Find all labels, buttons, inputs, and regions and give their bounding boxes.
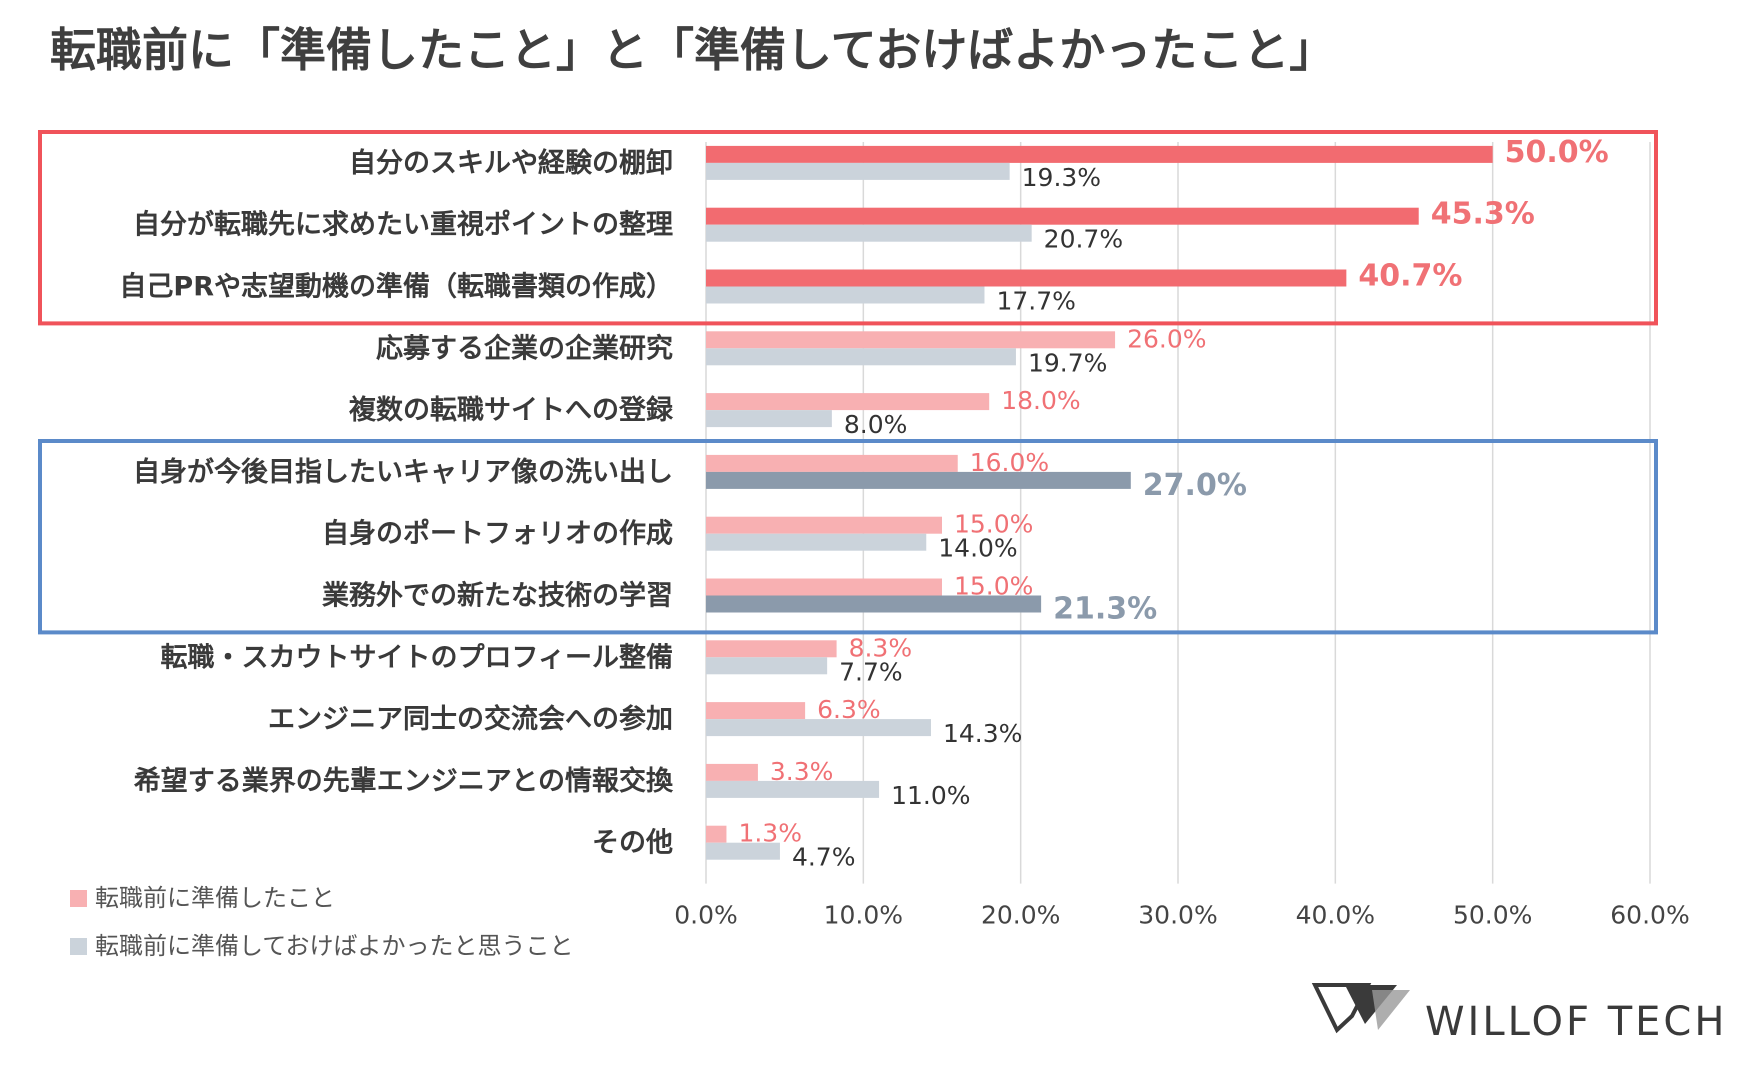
data-label-wished: 27.0% <box>1143 468 1247 503</box>
legend-label: 転職前に準備したこと <box>95 884 335 912</box>
category-label: 転職・スカウトサイトのプロフィール整備 <box>161 641 673 673</box>
bar-prepared <box>706 269 1347 287</box>
category-label: 自身のポートフォリオの作成 <box>322 518 673 550</box>
legend-swatch <box>70 890 87 907</box>
data-label-wished: 8.0% <box>844 410 908 439</box>
bar-wished <box>706 719 931 737</box>
bar-prepared <box>706 207 1419 225</box>
data-label-prepared: 40.7% <box>1358 259 1462 294</box>
data-label-wished: 7.7% <box>839 657 903 686</box>
data-label-wished: 19.7% <box>1028 348 1107 377</box>
x-tick-label: 50.0% <box>1453 901 1532 930</box>
bar-wished <box>706 410 832 428</box>
category-label: 複数の転職サイトへの登録 <box>349 394 674 426</box>
bar-prepared <box>706 393 990 411</box>
bar-wished <box>706 533 927 551</box>
category-label: 自身が今後目指したいキャリア像の洗い出し <box>133 456 673 488</box>
bar-prepared <box>706 578 942 596</box>
bar-wished <box>706 224 1032 242</box>
data-label-prepared: 15.0% <box>954 510 1033 539</box>
chart-title: 転職前に「準備したこと」と「準備しておけばよかったこと」 <box>50 23 1335 77</box>
blue-group-frame <box>38 439 1658 635</box>
data-label-prepared: 45.3% <box>1431 197 1535 232</box>
bars: 50.0% 19.3% 45.3% 20.7% 40.7% 17.7% 26.0% 19.7%… <box>706 135 1609 872</box>
legend-swatch <box>70 938 87 955</box>
data-label-prepared: 26.0% <box>1127 324 1206 353</box>
legend-label: 転職前に準備しておけばよかったと思うこと <box>95 932 574 960</box>
category-label: 業務外での新たな技術の学習 <box>322 580 673 612</box>
category-label: エンジニア同士の交流会への参加 <box>268 703 673 735</box>
category-label: 自分が転職先に求めたい重視ポイントの整理 <box>133 209 673 241</box>
bar-prepared <box>706 702 806 720</box>
data-label-prepared: 18.0% <box>1001 386 1080 415</box>
bar-prepared <box>706 763 758 781</box>
x-tick-label: 40.0% <box>1296 901 1375 930</box>
category-label: 自分のスキルや経験の棚卸 <box>349 147 673 179</box>
bar-prepared <box>706 145 1493 163</box>
x-tick-label: 10.0% <box>824 901 903 930</box>
category-label: 希望する業界の先輩エンジニアとの情報交換 <box>134 765 674 797</box>
bar-wished <box>706 348 1016 366</box>
red-group-frame <box>38 130 1658 326</box>
data-label-wished: 14.0% <box>938 534 1017 563</box>
data-label-wished: 17.7% <box>996 287 1075 316</box>
data-label-wished: 21.3% <box>1053 592 1157 627</box>
data-label-prepared: 50.0% <box>1505 135 1609 170</box>
data-label-wished: 11.0% <box>891 781 970 810</box>
category-label: 自己PRや志望動機の準備（転職書類の作成） <box>119 271 673 303</box>
x-axis-ticks: 0.0% 10.0% 20.0% 30.0% 40.0% 50.0% 60.0% <box>674 901 1689 930</box>
bar-prepared <box>706 640 837 658</box>
data-label-wished: 19.3% <box>1022 163 1101 192</box>
data-label-wished: 14.3% <box>943 719 1022 748</box>
logo: WILLOF TECH <box>1311 983 1727 1045</box>
bar-prepared <box>706 454 958 472</box>
bar-wished <box>706 471 1131 489</box>
logo-text: WILLOF TECH <box>1425 999 1727 1045</box>
data-label-wished: 20.7% <box>1044 225 1123 254</box>
x-tick-label: 60.0% <box>1610 901 1689 930</box>
highlight-groups <box>38 130 1658 635</box>
bar-wished <box>706 842 780 860</box>
category-label: その他 <box>592 828 673 859</box>
bar-prepared <box>706 825 727 843</box>
x-tick-label: 0.0% <box>674 901 738 930</box>
gridlines <box>705 142 1651 884</box>
category-labels: 自分のスキルや経験の棚卸自分が転職先に求めたい重視ポイントの整理自己PRや志望動… <box>119 147 674 859</box>
logo-mark-icon <box>1311 983 1410 1034</box>
bar-wished <box>706 780 880 798</box>
bar-wished <box>706 286 985 304</box>
bar-prepared <box>706 331 1116 349</box>
x-tick-label: 30.0% <box>1138 901 1217 930</box>
data-label-wished: 4.7% <box>792 843 856 872</box>
bar-wished <box>706 595 1042 613</box>
category-label: 応募する企業の企業研究 <box>376 332 673 364</box>
bar-wished <box>706 162 1010 180</box>
data-label-prepared: 8.3% <box>849 633 913 662</box>
x-tick-label: 20.0% <box>981 901 1060 930</box>
bar-prepared <box>706 516 942 534</box>
bar-wished <box>706 657 828 675</box>
